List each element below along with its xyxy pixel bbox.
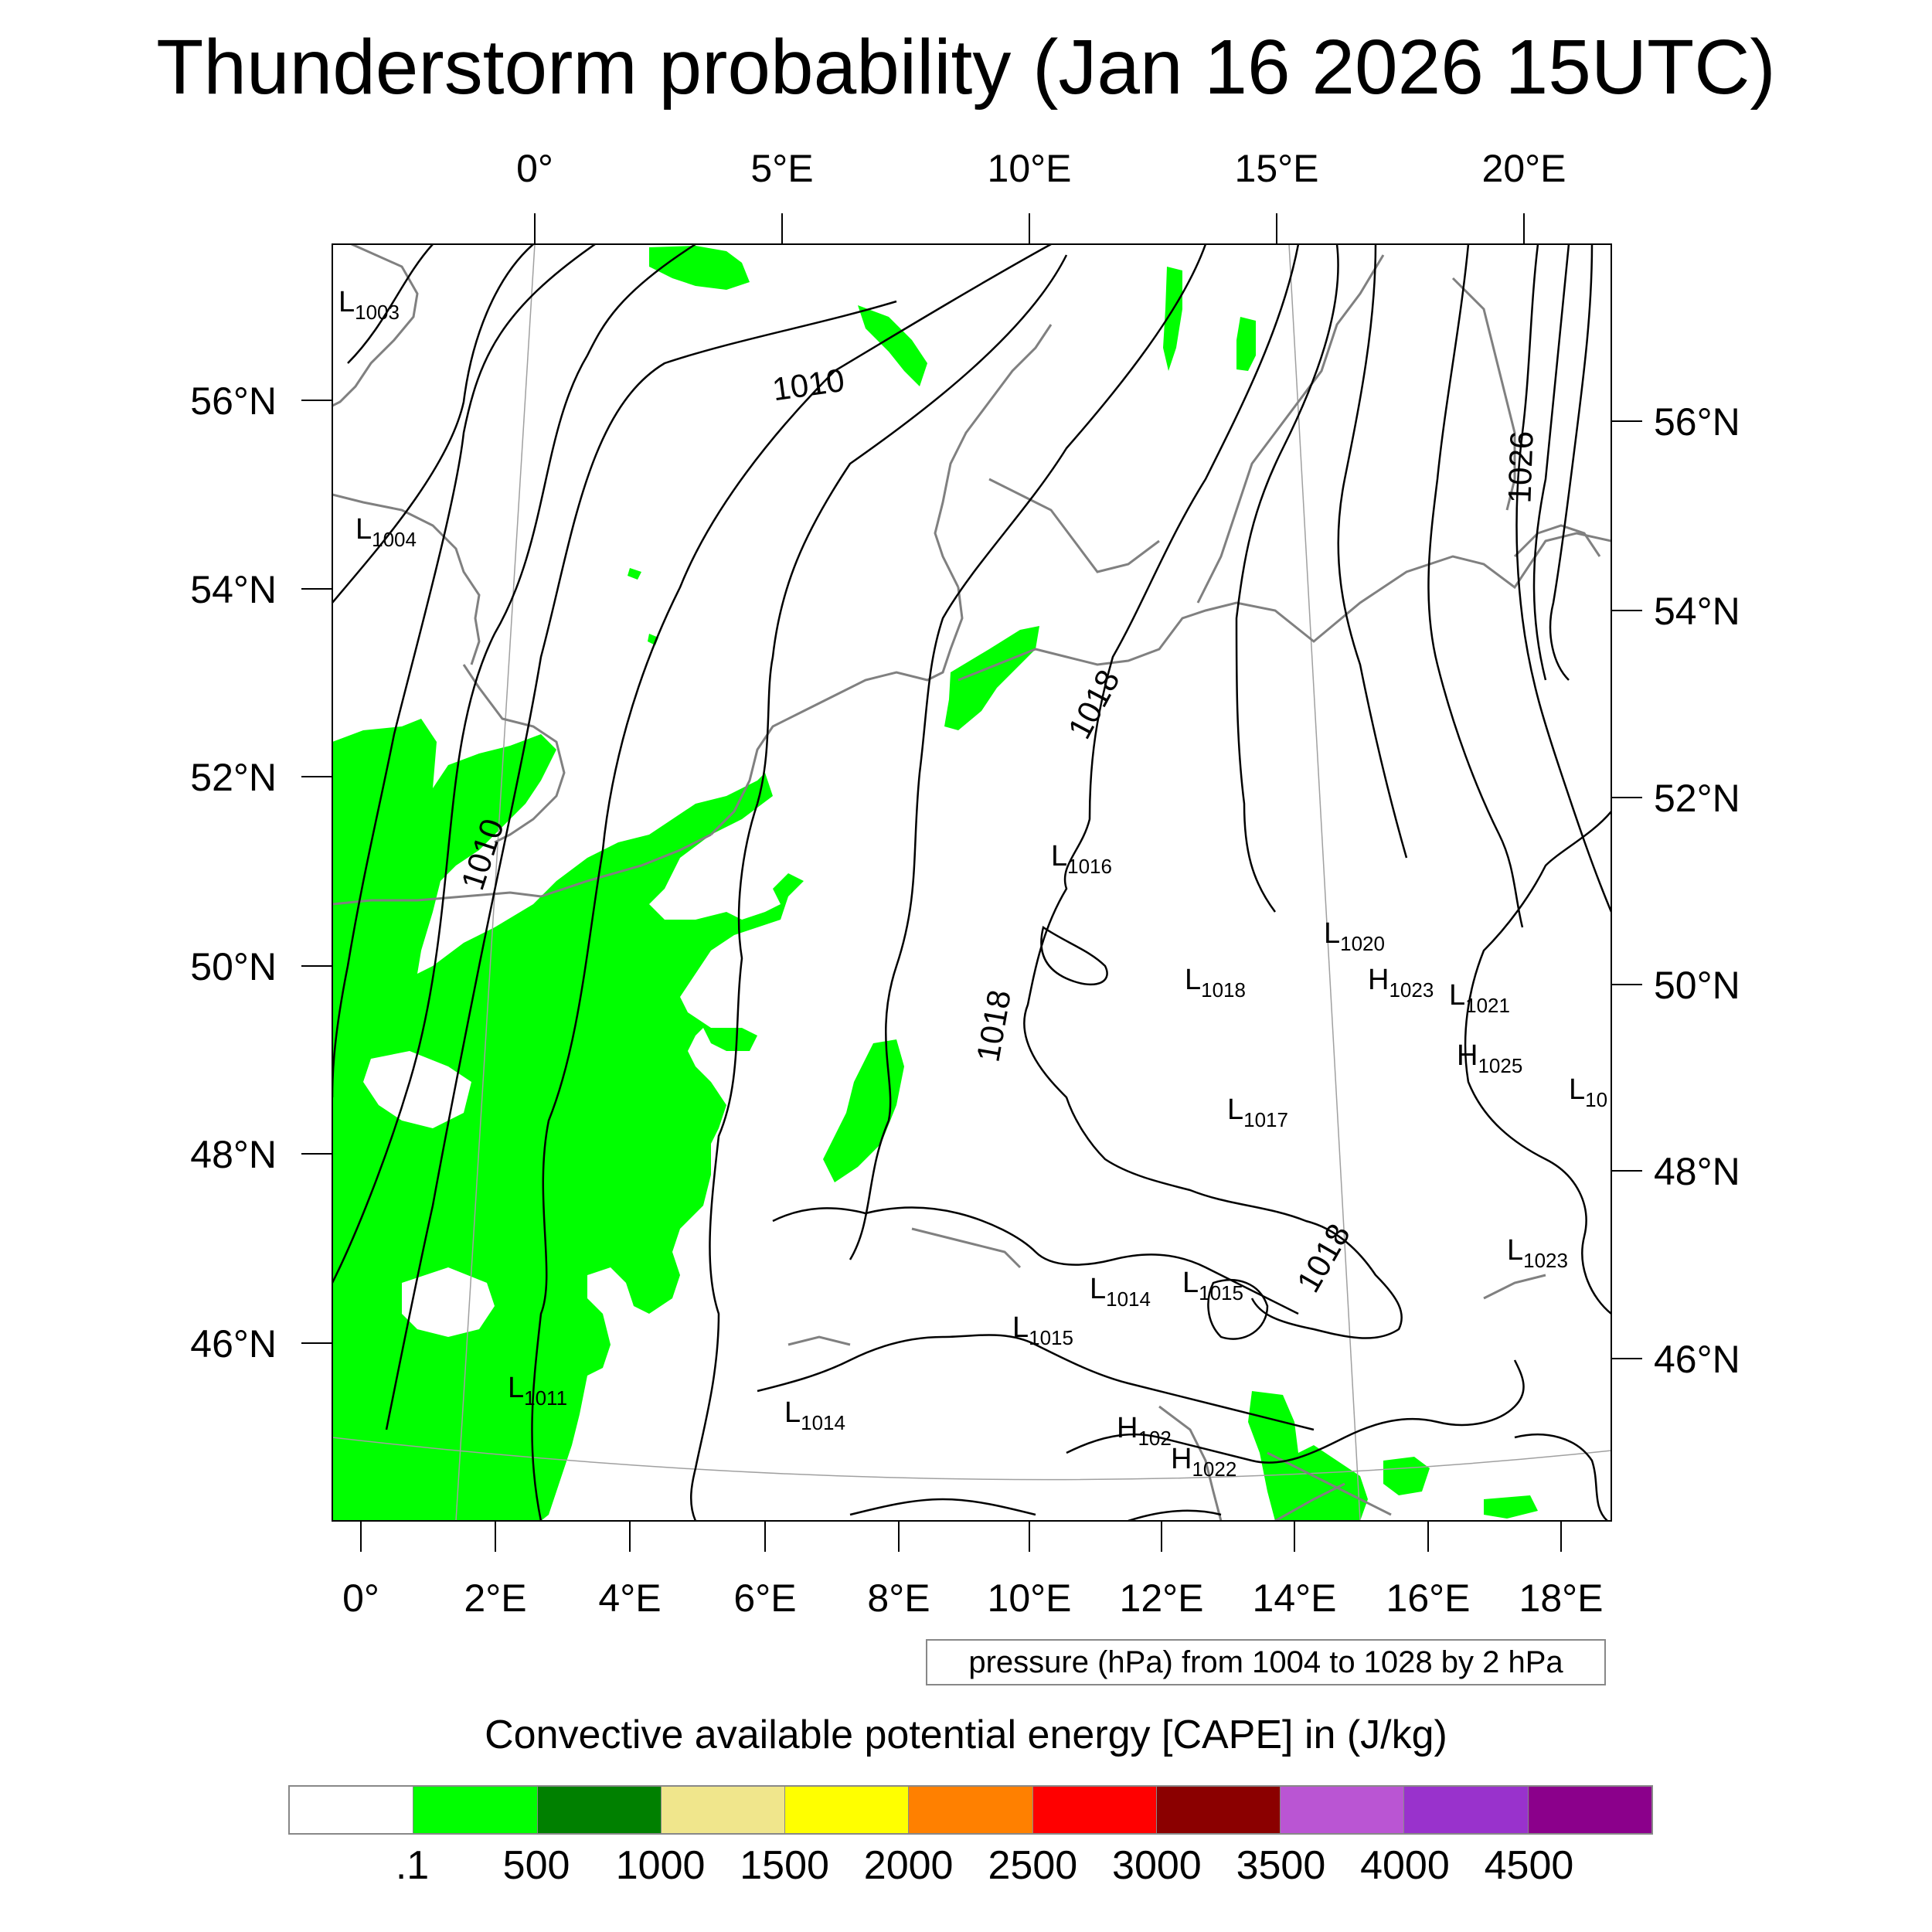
colorbar-swatch bbox=[785, 1787, 910, 1833]
left-latitude-labels: 56°N 54°N 52°N 50°N 48°N 46°N bbox=[190, 379, 277, 1366]
colorbar-label: 1500 bbox=[740, 1843, 829, 1888]
left-lat-label: 56°N bbox=[190, 379, 277, 423]
colorbar-swatch bbox=[1032, 1787, 1157, 1833]
right-latitude-labels: 56°N 54°N 52°N 50°N 48°N 46°N bbox=[1654, 400, 1740, 1381]
colorbar-label: 3000 bbox=[1112, 1843, 1202, 1888]
cape-fill-areas bbox=[332, 246, 1538, 1521]
colorbar-swatch bbox=[909, 1787, 1033, 1833]
isobars bbox=[332, 244, 1611, 1521]
top-lon-label: 10°E bbox=[988, 147, 1072, 190]
colorbar-labels: .1 500 1000 1500 2000 2500 3000 3500 400… bbox=[288, 1842, 1653, 1896]
low-pressure-center: L1017 bbox=[1227, 1094, 1288, 1131]
low-pressure-center: L1023 bbox=[1507, 1234, 1568, 1272]
right-lat-label: 46°N bbox=[1654, 1338, 1740, 1381]
colorbar-label: .1 bbox=[395, 1843, 430, 1888]
right-lat-label: 52°N bbox=[1654, 777, 1740, 820]
colorbar-swatch bbox=[413, 1787, 538, 1833]
isobar-label: 1026 bbox=[1501, 430, 1539, 504]
isobar-label: 1010 bbox=[770, 362, 846, 408]
map-title: Thunderstorm probability (Jan 16 2026 15… bbox=[156, 24, 1776, 111]
colorbar-swatch bbox=[1404, 1787, 1529, 1833]
bottom-lon-label: 10°E bbox=[988, 1577, 1072, 1620]
low-pressure-center: L1004 bbox=[355, 513, 417, 551]
pressure-centers: L1003 L1004 L1016 L1020 L1018 H1023 L102… bbox=[338, 286, 1607, 1481]
right-lat-label: 56°N bbox=[1654, 400, 1740, 444]
colorbar-label: 4500 bbox=[1484, 1843, 1574, 1888]
left-lat-label: 54°N bbox=[190, 568, 277, 611]
colorbar-label: 4000 bbox=[1360, 1843, 1450, 1888]
bottom-lon-label: 14°E bbox=[1253, 1577, 1337, 1620]
low-pressure-center: L1018 bbox=[1185, 964, 1246, 1002]
map-frame bbox=[332, 243, 1612, 1522]
right-lat-label: 50°N bbox=[1654, 964, 1740, 1007]
colorbar-swatch bbox=[1528, 1787, 1651, 1833]
cape-area-north-sea bbox=[649, 246, 750, 290]
right-lat-label: 48°N bbox=[1654, 1150, 1740, 1193]
colorbar-label: 1000 bbox=[615, 1843, 706, 1888]
colorbar-swatch bbox=[1281, 1787, 1405, 1833]
contour-info-box: pressure (hPa) from 1004 to 1028 by 2 hP… bbox=[926, 1639, 1606, 1685]
bottom-lon-label: 6°E bbox=[733, 1577, 796, 1620]
top-lon-label: 20°E bbox=[1482, 147, 1566, 190]
top-lon-label: 5°E bbox=[750, 147, 813, 190]
isobar-label: 1018 bbox=[969, 987, 1018, 1064]
high-pressure-center: H1025 bbox=[1457, 1039, 1522, 1077]
low-pressure-center: L1016 bbox=[1051, 840, 1112, 878]
low-pressure-center: L1003 bbox=[338, 286, 400, 324]
low-pressure-center: L1015 bbox=[1012, 1311, 1073, 1349]
cape-colorbar bbox=[288, 1785, 1653, 1835]
high-pressure-center: H1023 bbox=[1368, 964, 1434, 1002]
high-pressure-center: H102 bbox=[1117, 1412, 1172, 1450]
colorbar-title: Convective available potential energy [C… bbox=[485, 1713, 1447, 1757]
bottom-lon-label: 0° bbox=[342, 1577, 379, 1620]
colorbar-label: 3500 bbox=[1236, 1843, 1326, 1888]
cape-area-small-1 bbox=[628, 568, 641, 580]
cape-area-adriatic-east bbox=[1383, 1457, 1430, 1495]
top-lon-label: 0° bbox=[516, 147, 553, 190]
low-pressure-center: L1014 bbox=[1090, 1273, 1151, 1311]
low-pressure-center: L1020 bbox=[1324, 917, 1385, 955]
colorbar-swatch bbox=[537, 1787, 662, 1833]
tick-marks bbox=[301, 213, 1642, 1552]
coastlines bbox=[332, 244, 1611, 1521]
cape-area-small-3 bbox=[1484, 1495, 1538, 1519]
cape-area-germany-south bbox=[823, 1039, 904, 1182]
cape-area-west-interior-gap bbox=[363, 1051, 471, 1128]
right-lat-label: 54°N bbox=[1654, 590, 1740, 633]
low-pressure-center: L10 bbox=[1569, 1073, 1607, 1111]
cape-area-west-interior-gap-2 bbox=[402, 1267, 495, 1337]
bottom-lon-label: 12°E bbox=[1120, 1577, 1204, 1620]
colorbar-swatch bbox=[1156, 1787, 1281, 1833]
cape-area-south-fringe bbox=[471, 1414, 556, 1521]
bottom-lon-label: 4°E bbox=[598, 1577, 661, 1620]
left-lat-label: 48°N bbox=[190, 1133, 277, 1176]
colorbar-label: 2500 bbox=[988, 1843, 1078, 1888]
bottom-longitude-labels: 0° 2°E 4°E 6°E 8°E 10°E 12°E 14°E 16°E 1… bbox=[342, 1577, 1603, 1620]
cape-area-jutland bbox=[944, 626, 1039, 730]
bottom-lon-label: 2°E bbox=[464, 1577, 526, 1620]
top-lon-label: 15°E bbox=[1235, 147, 1319, 190]
colorbar-label: 500 bbox=[502, 1843, 570, 1888]
low-pressure-center: L1015 bbox=[1182, 1267, 1243, 1304]
colorbar-swatch bbox=[661, 1787, 786, 1833]
colorbar-label: 2000 bbox=[863, 1843, 954, 1888]
bottom-lon-label: 18°E bbox=[1519, 1577, 1604, 1620]
bottom-lon-label: 8°E bbox=[867, 1577, 930, 1620]
bottom-lon-label: 16°E bbox=[1386, 1577, 1471, 1620]
left-lat-label: 52°N bbox=[190, 756, 277, 799]
low-pressure-center: L1011 bbox=[508, 1372, 567, 1410]
colorbar-swatch bbox=[290, 1787, 414, 1833]
low-pressure-center: L1021 bbox=[1449, 979, 1510, 1017]
high-pressure-center: H1022 bbox=[1171, 1443, 1236, 1481]
low-pressure-center: L1014 bbox=[784, 1396, 845, 1434]
cape-area-baltic bbox=[1236, 317, 1256, 371]
cape-area-north-sea-2 bbox=[858, 305, 927, 386]
left-lat-label: 50°N bbox=[190, 945, 277, 988]
top-longitude-labels: 0° 5°E 10°E 15°E 20°E bbox=[516, 147, 1566, 190]
isobar-label: 1018 bbox=[1061, 664, 1127, 745]
cape-area-sweden bbox=[1163, 267, 1182, 371]
left-lat-label: 46°N bbox=[190, 1322, 277, 1366]
